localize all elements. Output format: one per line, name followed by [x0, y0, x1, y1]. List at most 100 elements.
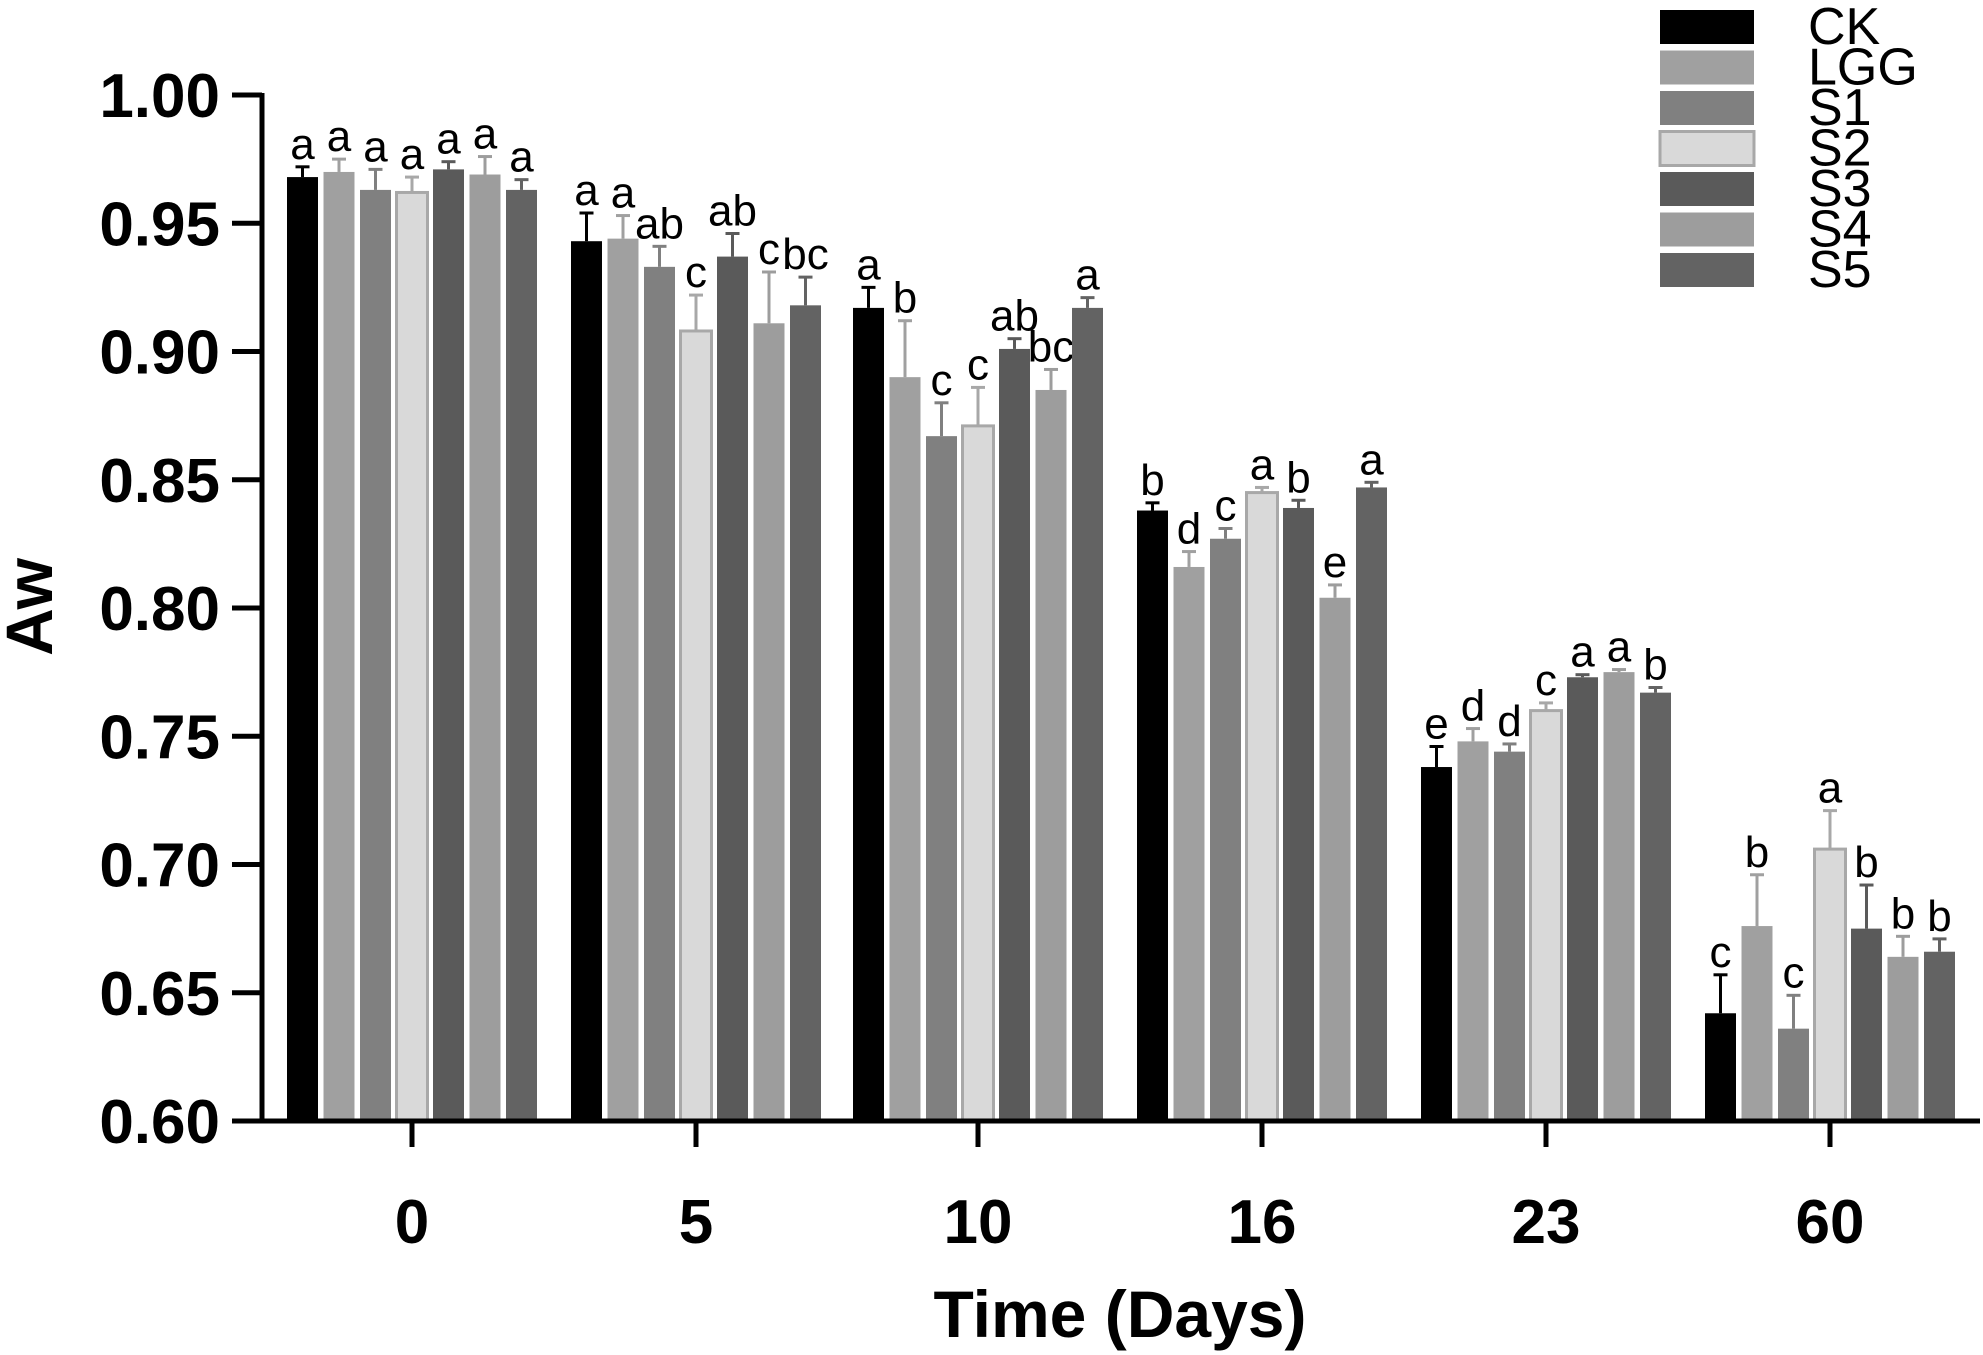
bar-s2-day-5 [679, 329, 713, 1123]
y-axis-title: Aw [0, 557, 66, 655]
significance-letter: a [400, 130, 425, 179]
bar-ck-day-16 [1137, 510, 1168, 1121]
bar-s4-day-23 [1603, 672, 1635, 1121]
significance-letter: c [685, 248, 707, 297]
bar-ck-day-10 [853, 307, 884, 1121]
bar-s3-day-60 [1851, 928, 1882, 1121]
x-tick-label: 16 [1228, 1188, 1297, 1257]
bar-s1-day-23 [1494, 751, 1525, 1121]
y-tick-label: 0.80 [99, 575, 220, 644]
significance-letter: a [1359, 435, 1384, 484]
legend-swatch-s3 [1660, 172, 1754, 206]
significance-letter: c [967, 340, 989, 389]
legend-swatch-s5 [1660, 253, 1754, 287]
bar-lgg-day-23 [1457, 741, 1489, 1121]
legend-label-ck: CK [1808, 0, 1881, 56]
significance-letter: b [1643, 641, 1667, 690]
significance-letter: e [1424, 700, 1448, 749]
bar-s3-day-16 [1283, 507, 1314, 1122]
significance-letter: a [1570, 628, 1595, 677]
bar-s1-day-0 [360, 189, 391, 1121]
legend-label-s3: S3 [1808, 160, 1872, 218]
significance-letter: a [436, 115, 461, 164]
legend-swatch-s2 [1658, 130, 1756, 167]
significance-letter: a [856, 240, 881, 289]
bar-s3-day-10 [999, 348, 1030, 1121]
bar-lgg-day-5 [607, 238, 639, 1121]
x-tick-label: 0 [395, 1188, 429, 1257]
x-axis-title: Time (Days) [934, 1277, 1307, 1351]
bar-s5-day-16 [1356, 487, 1387, 1121]
significance-letter: a [1607, 623, 1632, 672]
significance-letter: c [758, 225, 780, 274]
y-tick-label: 0.90 [99, 319, 220, 388]
legend-label-s5: S5 [1808, 241, 1872, 299]
bar-s4-day-0 [469, 174, 501, 1121]
y-tick-label: 0.70 [99, 832, 220, 901]
x-tick-label: 60 [1796, 1188, 1865, 1257]
significance-letter: ab [708, 187, 757, 236]
plot-area: aaabecaabddbaabccdcaccacaaababbabacbceab… [99, 62, 1980, 1257]
significance-letter: a [1075, 251, 1100, 300]
significance-letter: ab [635, 199, 684, 248]
significance-letter: b [1927, 892, 1951, 941]
bar-s2-day-16 [1245, 491, 1279, 1123]
bar-s4-day-16 [1319, 597, 1351, 1121]
significance-letter: a [290, 120, 315, 169]
significance-letter: c [1215, 481, 1237, 530]
bar-s2-day-23 [1529, 709, 1563, 1123]
significance-letter: a [1250, 440, 1275, 489]
significance-letter: a [574, 166, 599, 215]
legend-swatch-ck [1660, 10, 1754, 44]
bar-s4-day-5 [753, 323, 785, 1121]
bar-s4-day-60 [1887, 956, 1919, 1121]
bar-s3-day-23 [1567, 677, 1598, 1121]
significance-letter: c [931, 356, 953, 405]
bar-s1-day-60 [1778, 1028, 1809, 1121]
y-tick-label: 0.95 [99, 190, 220, 259]
bar-ck-day-5 [571, 241, 602, 1121]
bar-s5-day-0 [506, 189, 537, 1121]
significance-letter: e [1323, 538, 1347, 587]
significance-letter: b [1745, 828, 1769, 877]
bar-s2-day-10 [961, 424, 995, 1123]
x-tick-label: 5 [679, 1188, 713, 1257]
significance-letter: b [1891, 889, 1915, 938]
bar-s5-day-60 [1924, 951, 1955, 1121]
significance-letter: a [1818, 764, 1843, 813]
y-tick-label: 0.85 [99, 447, 220, 516]
significance-letter: bc [782, 230, 828, 279]
bar-ck-day-0 [287, 177, 318, 1121]
legend-swatch-s1 [1660, 91, 1754, 125]
significance-letter: b [893, 274, 917, 323]
bar-s3-day-5 [717, 256, 748, 1122]
bar-s1-day-16 [1210, 538, 1241, 1121]
significance-letter: a [327, 112, 352, 161]
significance-letter: bc [1028, 322, 1074, 371]
legend-label-s2: S2 [1808, 120, 1872, 178]
bar-s5-day-23 [1640, 692, 1671, 1121]
significance-letter: a [473, 110, 498, 159]
y-tick-label: 0.75 [99, 703, 220, 772]
y-tick-label: 0.60 [99, 1088, 220, 1157]
bar-ck-day-60 [1705, 1013, 1736, 1121]
bar-lgg-day-0 [323, 171, 355, 1121]
legend-label-s4: S4 [1808, 201, 1872, 259]
legend-swatch-s4 [1660, 212, 1754, 247]
bar-ck-day-23 [1421, 767, 1452, 1121]
bar-lgg-day-10 [889, 377, 921, 1121]
significance-letter: ab [990, 292, 1039, 341]
significance-letter: b [1140, 456, 1164, 505]
bar-s5-day-5 [790, 305, 821, 1122]
significance-letter: a [509, 133, 534, 182]
legend-label-s1: S1 [1808, 79, 1872, 137]
significance-letter: a [611, 169, 636, 218]
bar-s2-day-60 [1813, 847, 1847, 1123]
bar-s4-day-10 [1035, 389, 1067, 1122]
significance-letter: c [1535, 656, 1557, 705]
y-tick-label: 0.65 [99, 960, 220, 1029]
significance-letter: b [1854, 838, 1878, 887]
significance-letter: c [1783, 948, 1805, 997]
